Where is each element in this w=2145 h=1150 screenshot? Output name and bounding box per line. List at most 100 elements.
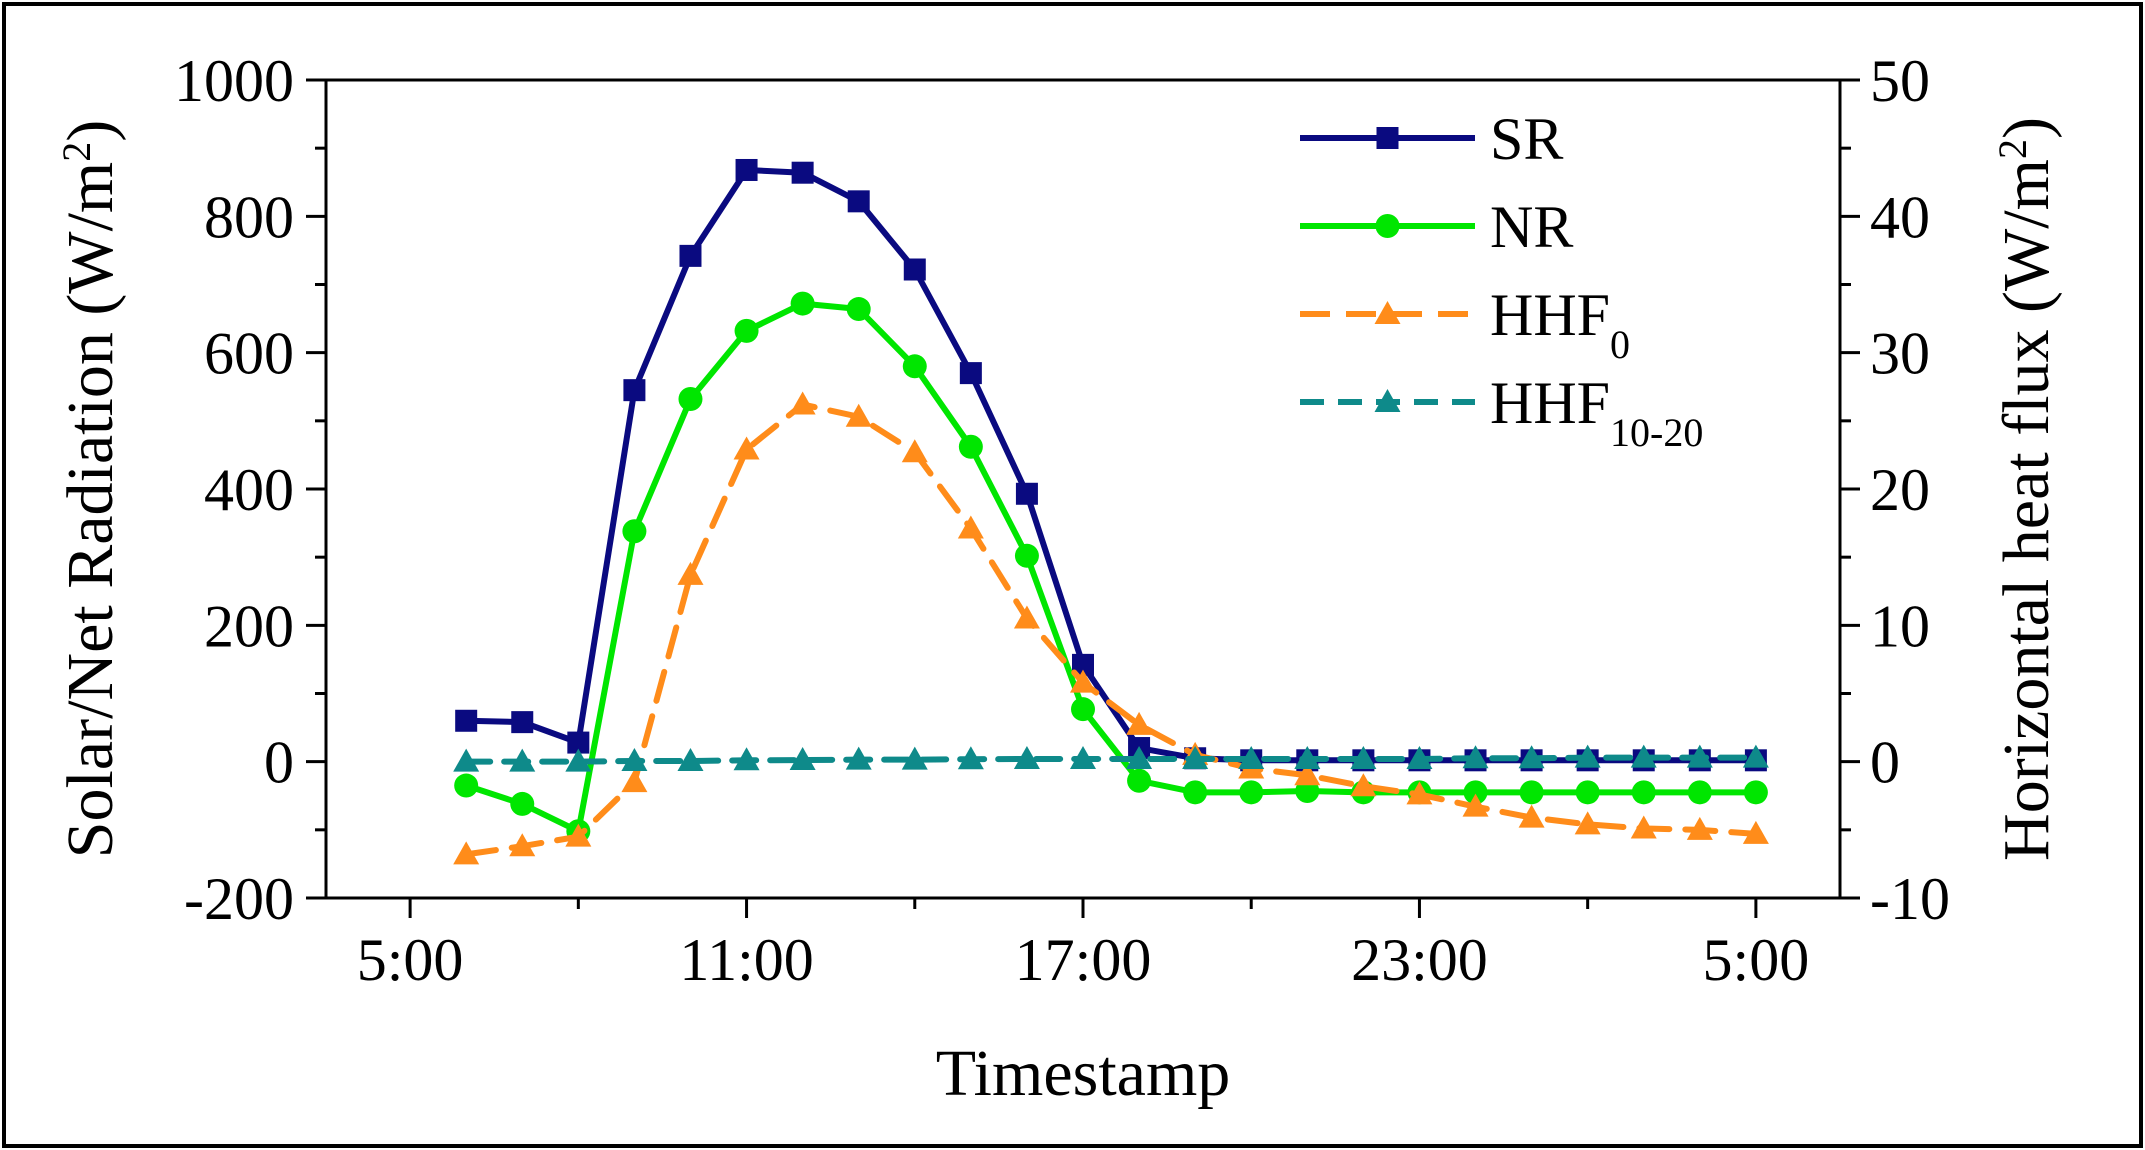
data-point-HHF10-20: [1350, 745, 1377, 769]
y2-tick-label: 10: [1870, 593, 1930, 659]
data-point-HHF0: [1686, 816, 1713, 840]
data-point-HHF10-20: [1238, 745, 1265, 769]
data-point-HHF0: [957, 515, 984, 539]
plot-area: [324, 78, 1842, 900]
data-point-SR: [847, 190, 870, 213]
y-tick-label: 600: [204, 321, 294, 387]
series-line-HHF0: [463, 401, 1759, 858]
data-point-HHF0: [453, 841, 480, 865]
x-axis-title: Timestamp: [936, 1037, 1231, 1110]
data-point-HHF10-20: [1070, 745, 1096, 769]
data-point-NR: [510, 791, 535, 816]
data-point-HHF0: [1406, 781, 1433, 805]
series-HHF10-20: [453, 744, 1769, 772]
legend-label: SR: [1490, 106, 1563, 172]
data-point-NR: [958, 434, 983, 459]
data-point-SR: [735, 158, 758, 181]
data-point-HHF0: [901, 439, 928, 463]
data-point-NR: [1575, 780, 1600, 805]
data-point-HHF10-20: [1630, 744, 1657, 768]
data-point-NR: [790, 291, 815, 316]
series-line-HHF10-20: [463, 754, 1759, 765]
data-point-HHF0: [565, 823, 592, 847]
legend-label: HHF0: [1490, 282, 1630, 367]
data-point-HHF0: [789, 391, 816, 415]
data-point-HHF0: [1350, 773, 1377, 797]
data-point-NR: [1014, 543, 1039, 568]
data-point-HHF10-20: [1126, 745, 1153, 769]
data-point-SR: [679, 244, 702, 267]
data-point-NR: [1519, 780, 1544, 805]
y-tick-label: 1000: [174, 48, 294, 114]
data-point-NR: [902, 354, 927, 379]
y2-tick-label: -10: [1870, 866, 1950, 932]
data-point-NR: [1127, 768, 1152, 793]
data-point-SR: [511, 711, 534, 734]
data-point-HHF10-20: [957, 746, 984, 770]
data-point-HHF0: [509, 833, 536, 857]
data-point-SR: [791, 161, 814, 184]
data-point-HHF0: [1294, 762, 1321, 786]
data-point-NR: [846, 297, 871, 322]
y2-tick-label: 0: [1870, 730, 1900, 796]
data-point-NR: [454, 773, 479, 798]
legend-label: NR: [1490, 194, 1573, 260]
legend-entry-SR: SR: [1300, 106, 1563, 172]
data-point-HHF10-20: [1686, 744, 1713, 768]
x-tick-label: 5:00: [1703, 927, 1810, 993]
legend-entry-HHF10-20: HHF10-20: [1300, 370, 1703, 455]
y-tick-label: 400: [204, 457, 294, 523]
y-axis-title-superscript: 2: [54, 142, 99, 162]
y2-tick-label: 50: [1870, 48, 1930, 114]
series-NR: [454, 291, 1768, 844]
data-point-NR: [1631, 780, 1656, 805]
data-point-HHF0: [1518, 804, 1545, 828]
x-tick-label: 23:00: [1351, 927, 1488, 993]
data-point-NR: [1687, 780, 1712, 805]
y2-tick-label: 30: [1870, 321, 1930, 387]
y-axis-title: Solar/Net Radiation (W/m2): [54, 120, 128, 859]
data-point-HHF10-20: [1462, 745, 1489, 769]
data-point-SR: [903, 258, 926, 281]
data-point-HHF0: [1742, 820, 1769, 844]
legend-label-text: SR: [1490, 106, 1563, 172]
data-point-SR: [455, 709, 478, 732]
y2-axis-title-text: Horizontal heat flux (W/m: [1990, 159, 2063, 861]
y-axis-title-close: ): [54, 120, 127, 142]
data-point-NR: [1071, 697, 1095, 722]
data-point-HHF10-20: [621, 747, 648, 771]
data-point-HHF10-20: [901, 746, 928, 770]
data-point-HHF0: [845, 403, 872, 427]
data-point-HHF10-20: [1406, 745, 1433, 769]
data-point-HHF0: [1070, 669, 1096, 693]
y2-tick-label: 40: [1870, 184, 1930, 250]
axes-layer: 5:00 11:00 17:00 23:00 5:00-2000200400600800…: [54, 48, 2064, 1110]
y-tick-label: 0: [264, 730, 294, 796]
data-point-SR: [567, 731, 590, 754]
legend-swatch-marker: [1376, 127, 1399, 149]
data-point-HHF10-20: [1518, 745, 1545, 769]
data-point-NR: [1743, 780, 1768, 805]
data-point-HHF0: [733, 436, 760, 460]
legend-label-text: HHF: [1490, 282, 1610, 348]
data-point-HHF0: [1126, 711, 1153, 735]
x-tick-label: 11:00: [679, 927, 813, 993]
data-point-HHF10-20: [1294, 745, 1321, 769]
data-point-HHF0: [1462, 793, 1489, 817]
data-point-NR: [1183, 780, 1208, 805]
data-point-HHF10-20: [565, 748, 592, 772]
legend-entry-HHF0: HHF0: [1300, 282, 1630, 367]
data-point-HHF10-20: [845, 746, 872, 770]
x-tick-label: 17:00: [1015, 927, 1152, 993]
y-axis-title-text: Solar/Net Radiation (W/m: [54, 162, 127, 859]
legend-label-subscript: 10-20: [1610, 410, 1703, 455]
data-point-NR: [678, 387, 703, 412]
data-point-SR: [623, 379, 646, 402]
y-tick-label: 800: [204, 184, 294, 250]
data-point-NR: [1239, 780, 1264, 805]
data-point-NR: [734, 318, 759, 343]
data-point-HHF10-20: [789, 747, 816, 771]
legend-entry-NR: NR: [1300, 194, 1573, 260]
